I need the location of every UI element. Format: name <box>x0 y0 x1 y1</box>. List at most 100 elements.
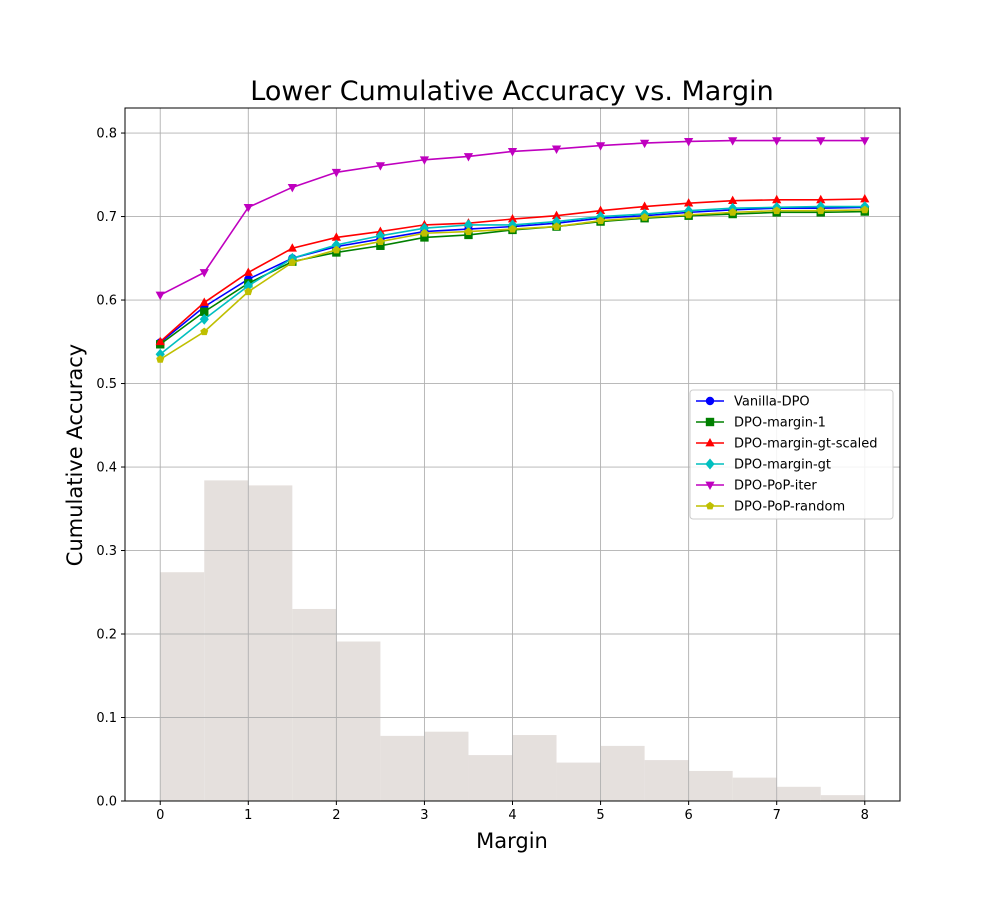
legend: Vanilla-DPO DPO-margin-1 DPO-margin-gt-sca… <box>689 389 894 520</box>
data-point <box>288 258 297 266</box>
x-tick-label: 0 <box>156 808 164 823</box>
histogram-bar <box>292 608 337 801</box>
data-point <box>199 297 209 306</box>
data-point <box>706 501 714 510</box>
legend-label: Vanilla-DPO <box>734 395 810 410</box>
data-point <box>243 203 253 213</box>
data-point <box>375 230 386 242</box>
data-point <box>684 210 693 219</box>
histogram-bar <box>732 777 777 801</box>
data-point <box>639 201 650 210</box>
data-point <box>860 193 870 203</box>
data-point <box>705 437 715 447</box>
legend-label: DPO-margin-gt <box>734 458 831 473</box>
data-point <box>772 137 782 146</box>
data-point <box>332 245 341 254</box>
legend-label: DPO-PoP-random <box>734 500 845 515</box>
data-point <box>200 327 209 336</box>
x-axis-label: Margin <box>476 829 548 853</box>
data-point <box>376 241 385 250</box>
data-point <box>243 280 253 292</box>
legend-box <box>689 389 894 520</box>
y-axis-label: Cumulative Accuracy <box>63 344 87 566</box>
data-point <box>464 227 473 235</box>
data-point <box>595 205 606 215</box>
data-point <box>551 216 562 228</box>
histogram-bar <box>160 572 205 801</box>
data-point <box>639 139 650 149</box>
data-point <box>287 243 297 252</box>
data-point <box>420 229 429 237</box>
legend-item: DPO-margin-gt-scaled <box>696 437 877 452</box>
data-point <box>244 287 253 296</box>
histogram-bar <box>600 745 645 801</box>
data-point <box>684 198 694 207</box>
grid-layer <box>125 108 900 802</box>
data-point <box>199 269 209 278</box>
y-tick-label: 0.4 <box>96 461 117 476</box>
y-tick-label: 0.6 <box>96 294 117 309</box>
data-point <box>243 267 253 276</box>
data-point <box>331 168 341 178</box>
data-point <box>728 208 737 216</box>
data-point <box>595 142 606 151</box>
data-point <box>705 396 715 406</box>
histogram-layer <box>160 480 865 801</box>
data-point <box>331 239 341 251</box>
data-point <box>463 219 474 231</box>
y-tick-label: 0.7 <box>96 210 117 225</box>
data-point <box>419 156 430 165</box>
histogram-bar <box>336 641 381 801</box>
data-point <box>705 481 715 491</box>
legend-item: DPO-PoP-iter <box>696 479 817 494</box>
histogram-bar <box>820 795 865 801</box>
x-tick-label: 7 <box>773 808 781 823</box>
legend-label: DPO-margin-1 <box>734 416 826 431</box>
data-point <box>508 224 517 233</box>
data-point <box>287 183 297 193</box>
series-layer <box>155 137 870 363</box>
series-dpo-pop-random <box>156 205 869 363</box>
legend-item: Vanilla-DPO <box>696 395 810 410</box>
data-point <box>728 137 738 146</box>
series-dpo-pop-iter <box>155 137 870 301</box>
x-tick-label: 8 <box>861 808 869 823</box>
x-tick-label: 2 <box>332 808 340 823</box>
data-point <box>155 336 165 346</box>
y-tick-label: 0.1 <box>96 711 117 726</box>
histogram-bar <box>380 735 425 801</box>
y-tick-label: 0.3 <box>96 544 117 559</box>
histogram-bar <box>424 731 469 801</box>
histogram-bar <box>248 485 293 801</box>
data-point <box>155 291 165 301</box>
histogram-bar <box>512 735 557 801</box>
histogram-bar <box>688 770 733 801</box>
data-point <box>507 214 518 223</box>
data-point <box>199 313 209 325</box>
x-tick-label: 6 <box>684 808 692 823</box>
data-point <box>640 213 649 221</box>
tick-layer: 0 1 2 3 4 5 6 7 8 0.0 0.1 0.2 0.3 0.4 0.5 0.6 0.7 0.8 <box>96 127 869 823</box>
data-point <box>552 222 561 230</box>
histogram-bar <box>644 760 689 801</box>
data-point <box>463 153 474 162</box>
y-tick-label: 0.2 <box>96 628 117 643</box>
histogram-bar <box>468 755 513 801</box>
data-point <box>705 458 715 470</box>
legend-label: DPO-PoP-iter <box>734 479 817 494</box>
data-point <box>419 222 430 234</box>
x-tick-label: 5 <box>596 808 604 823</box>
data-point <box>772 194 782 204</box>
data-point <box>816 137 826 146</box>
x-tick-label: 1 <box>244 808 252 823</box>
legend-item: DPO-margin-1 <box>696 416 826 431</box>
data-point <box>728 195 738 205</box>
data-point <box>684 138 694 147</box>
y-tick-label: 0.5 <box>96 377 117 392</box>
data-point <box>860 205 869 214</box>
y-tick-label: 0.8 <box>96 127 117 142</box>
chart-title: Lower Cumulative Accuracy vs. Margin <box>250 76 773 107</box>
data-point <box>331 232 341 241</box>
histogram-bar <box>776 786 821 801</box>
